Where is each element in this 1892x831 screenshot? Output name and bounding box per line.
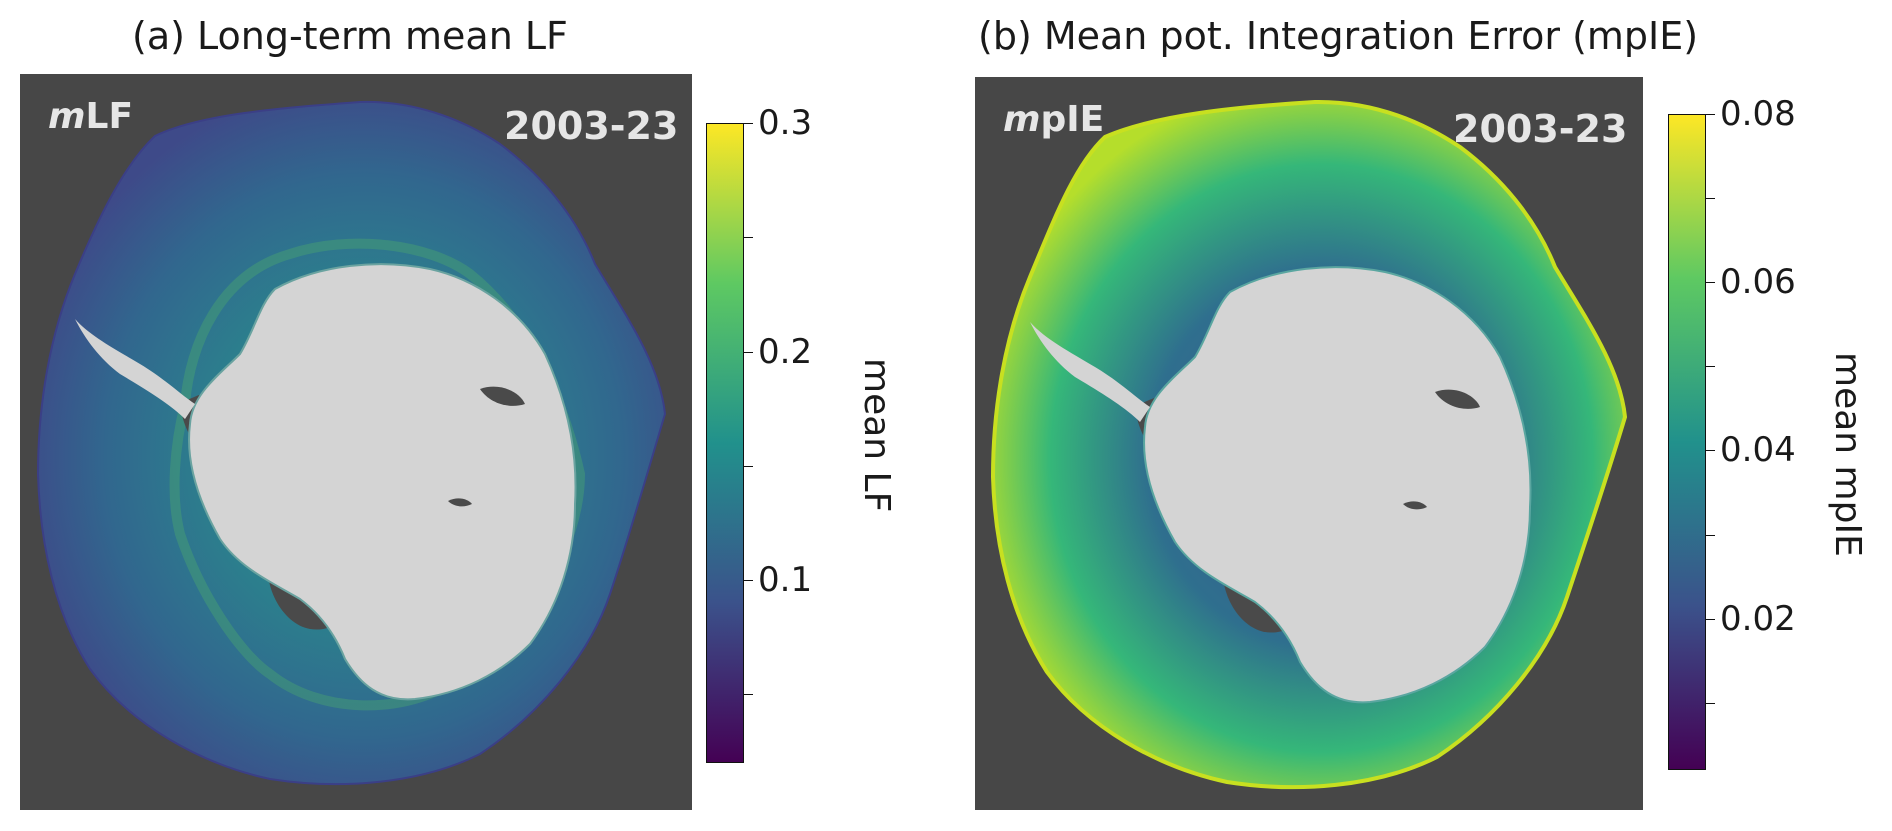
panel-b-colorbar <box>1668 114 1706 770</box>
panel-a-ice-shelf-east <box>448 498 472 507</box>
panel-a-title: (a) Long-term mean LF <box>132 14 568 58</box>
panel-b-colorbar-tick <box>1706 366 1715 368</box>
panel-a-colorbar-tick <box>744 694 753 696</box>
panel-a-map-svg <box>36 100 667 786</box>
panel-a-map: mLF 2003-23 <box>20 74 692 810</box>
panel-b-peninsula <box>1030 322 1150 422</box>
panel-b-colorbar-tick-label: 0.08 <box>1720 94 1796 134</box>
panel-b-colorbar-tick-label: 0.04 <box>1720 430 1796 471</box>
panel-a-antarctica <box>188 263 577 701</box>
panel-b-antarctica <box>1143 266 1532 704</box>
panel-a-colorbar-tick <box>744 580 753 582</box>
panel-b-ice-shelf-amery <box>1435 389 1480 409</box>
panel-b-colorbar-tick <box>1706 282 1715 284</box>
panel-a-colorbar-tick <box>744 237 753 239</box>
panel-a-period-label: 2003-23 <box>504 104 679 148</box>
panel-b-colorbar-tick <box>1706 702 1715 704</box>
panel-a-peninsula <box>75 319 195 419</box>
panel-b-ice-shelf-east <box>1403 501 1427 510</box>
panel-b-colorbar-tick <box>1706 534 1715 536</box>
panel-a-colorbar-tick-label: 0.1 <box>758 560 813 601</box>
panel-b-colorbar-tick <box>1706 198 1715 200</box>
panel-a-colorbar-tick-label: 0.3 <box>758 103 813 143</box>
panel-a-variable-label: mLF <box>48 96 134 137</box>
panel-a-colorbar <box>706 123 744 763</box>
panel-b-variable-label: mpIE <box>1003 99 1105 140</box>
panel-a-colorbar-tick <box>744 123 753 124</box>
panel-b-colorbar-tick-label: 0.06 <box>1720 262 1796 303</box>
panel-a-colorbar-tick <box>744 465 753 467</box>
panel-a-colorbar-label: mean LF <box>856 358 897 513</box>
panel-a-colorbar-tick <box>744 351 753 353</box>
panel-b-colorbar-tick <box>1706 114 1715 115</box>
panel-b-colorbar-tick-label: 0.02 <box>1720 598 1796 639</box>
panel-a-ice-shelf-amery <box>480 386 525 406</box>
panel-b-colorbar-tick <box>1706 450 1715 452</box>
panel-a-colorbar-tick-label: 0.2 <box>758 331 813 372</box>
panel-b-colorbar-label: mean mpIE <box>1827 352 1868 557</box>
panel-b-map-svg <box>990 99 1628 790</box>
panel-b-title: (b) Mean pot. Integration Error (mpIE) <box>978 14 1699 58</box>
panel-b-colorbar-tick <box>1706 618 1715 620</box>
panel-b-map: mpIE 2003-23 <box>975 77 1643 810</box>
panel-b-period-label: 2003-23 <box>1453 107 1628 151</box>
